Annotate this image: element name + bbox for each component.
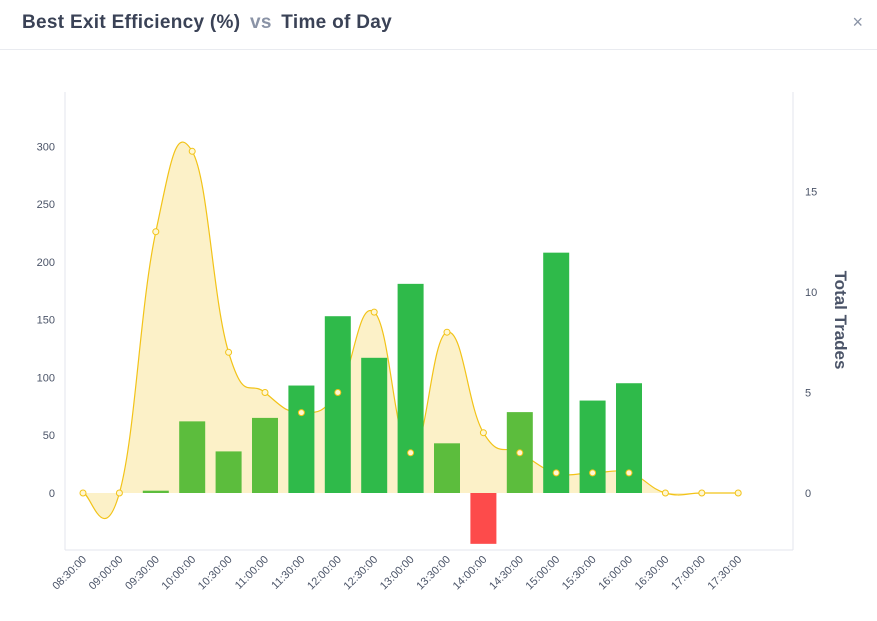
x-tick-09:00:00: 09:00:00 bbox=[87, 554, 126, 593]
trades-point-17:00:00 bbox=[698, 489, 706, 497]
trades-point-10:30:00 bbox=[225, 348, 233, 356]
y-left-tick: 250 bbox=[37, 199, 55, 211]
x-tick-15:30:00: 15:30:00 bbox=[560, 554, 599, 593]
trades-point-16:30:00 bbox=[661, 489, 669, 497]
x-tick-09:30:00: 09:30:00 bbox=[123, 554, 162, 593]
trades-point-16:00:00 bbox=[625, 469, 633, 477]
x-tick-08:30:00: 08:30:00 bbox=[50, 554, 89, 593]
y-right-tick: 0 bbox=[805, 488, 811, 500]
trades-point-08:30:00 bbox=[79, 489, 87, 497]
bar-10:00:00 bbox=[179, 421, 206, 493]
trades-point-13:00:00 bbox=[407, 449, 415, 457]
x-tick-16:30:00: 16:30:00 bbox=[633, 554, 672, 593]
bar-15:30:00 bbox=[579, 400, 606, 493]
trades-point-12:00:00 bbox=[334, 389, 342, 396]
y-left-tick: 100 bbox=[37, 372, 55, 384]
y-right-tick: 10 bbox=[805, 287, 817, 299]
x-tick-10:00:00: 10:00:00 bbox=[160, 554, 199, 593]
y-right-tick: 15 bbox=[805, 187, 817, 199]
trades-area-fill bbox=[83, 142, 739, 519]
bar-10:30:00 bbox=[215, 451, 242, 493]
x-tick-12:30:00: 12:30:00 bbox=[342, 554, 381, 593]
y-right-axis-title: Total Trades bbox=[831, 271, 850, 370]
bar-15:00:00 bbox=[543, 252, 570, 493]
chart-title: Best Exit Efficiency (%) vs Time of Day bbox=[22, 12, 392, 34]
title-vs: vs bbox=[249, 12, 272, 33]
x-tick-13:00:00: 13:00:00 bbox=[378, 554, 417, 593]
x-tick-13:30:00: 13:30:00 bbox=[414, 554, 453, 593]
y-left-tick: 150 bbox=[37, 315, 55, 327]
bar-14:00:00 bbox=[470, 493, 497, 544]
trades-points-layer bbox=[79, 147, 742, 497]
y-left-tick: 0 bbox=[49, 488, 55, 500]
trades-point-17:30:00 bbox=[734, 489, 742, 497]
bar-09:30:00 bbox=[142, 490, 169, 493]
title-dimension: Time of Day bbox=[281, 12, 392, 33]
trades-point-09:00:00 bbox=[115, 489, 123, 497]
y-left-tick: 50 bbox=[43, 430, 55, 442]
bar-13:30:00 bbox=[434, 443, 460, 493]
trades-point-09:30:00 bbox=[152, 228, 160, 236]
trades-point-13:30:00 bbox=[443, 328, 451, 336]
x-tick-16:00:00: 16:00:00 bbox=[596, 554, 635, 593]
trades-point-14:30:00 bbox=[516, 449, 524, 457]
x-tick-10:30:00: 10:30:00 bbox=[196, 554, 235, 593]
trades-point-15:30:00 bbox=[589, 469, 597, 477]
trades-point-12:30:00 bbox=[370, 308, 378, 316]
bar-12:30:00 bbox=[361, 357, 388, 493]
title-metric: Best Exit Efficiency (%) bbox=[22, 12, 241, 33]
x-tick-14:00:00: 14:00:00 bbox=[451, 554, 490, 593]
bar-13:00:00 bbox=[397, 283, 424, 493]
x-tick-14:30:00: 14:30:00 bbox=[487, 554, 526, 593]
trades-point-15:00:00 bbox=[552, 469, 560, 477]
close-icon[interactable]: × bbox=[852, 12, 863, 32]
y-left-tick: 200 bbox=[37, 257, 55, 269]
y-right-tick: 5 bbox=[805, 388, 811, 400]
trades-point-11:00:00 bbox=[261, 389, 269, 396]
bar-11:00:00 bbox=[252, 417, 278, 493]
trades-point-14:00:00 bbox=[479, 429, 487, 437]
x-tick-12:00:00: 12:00:00 bbox=[305, 554, 344, 593]
bar-11:30:00 bbox=[288, 385, 315, 493]
bar-16:00:00 bbox=[616, 383, 642, 493]
trades-point-10:00:00 bbox=[188, 147, 196, 155]
trades-point-11:30:00 bbox=[297, 409, 305, 417]
chart-header: Best Exit Efficiency (%) vs Time of Day … bbox=[0, 0, 877, 50]
x-tick-15:00:00: 15:00:00 bbox=[524, 554, 563, 593]
x-tick-11:30:00: 11:30:00 bbox=[269, 554, 307, 592]
chart-axes bbox=[64, 92, 794, 551]
x-tick-17:00:00: 17:00:00 bbox=[669, 554, 708, 593]
x-tick-17:30:00: 17:30:00 bbox=[706, 554, 745, 593]
bar-12:00:00 bbox=[324, 316, 351, 493]
y-left-tick: 300 bbox=[37, 141, 55, 153]
x-tick-11:00:00: 11:00:00 bbox=[233, 554, 271, 592]
